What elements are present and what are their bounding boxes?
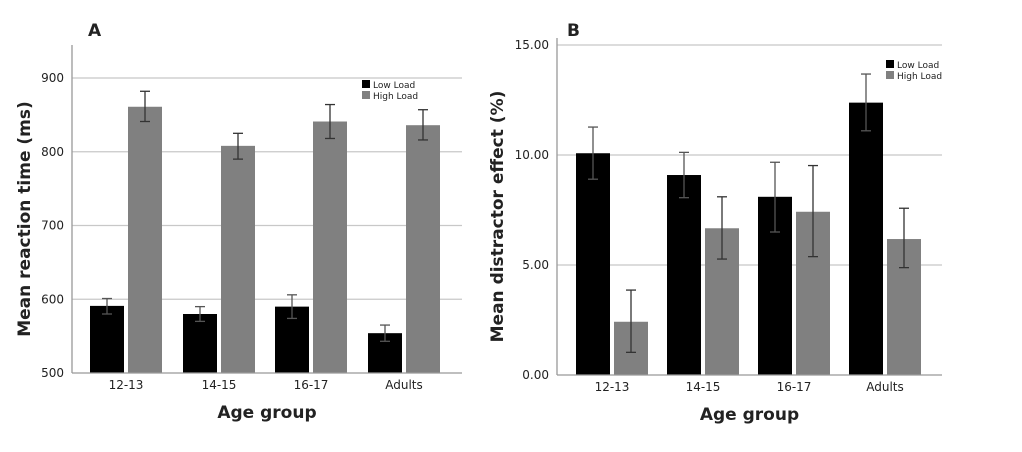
y-axis-title: Mean reaction time (ms) — [15, 101, 35, 337]
y-tick-label: 10.00 — [515, 148, 549, 162]
legend-label: Low Load — [373, 81, 415, 91]
legend-swatch — [362, 91, 370, 99]
legend-label: High Load — [897, 72, 942, 82]
y-tick-label: 500 — [41, 366, 64, 380]
bar-high-load-adults — [406, 125, 440, 373]
bar-high-load-12-13 — [128, 106, 162, 373]
x-tick-label: 12-13 — [109, 378, 144, 392]
x-tick-label: 14-15 — [202, 378, 237, 392]
y-tick-label: 700 — [41, 219, 64, 233]
x-axis-title: Age group — [700, 405, 799, 425]
panel-label: B — [567, 21, 580, 41]
panel-a: A 500 600 700 800 900 12-13 14-15 16-17 Adults Age… — [15, 21, 462, 423]
y-tick-label: 900 — [41, 71, 64, 85]
y-tick-label: 0.00 — [522, 368, 549, 382]
y-axis-title: Mean distractor effect (%) — [488, 91, 508, 343]
panel-b: B 0.00 5.00 10.00 15.00 12-13 14-15 16-17 Adults… — [488, 21, 942, 425]
x-tick-label: 12-13 — [595, 380, 630, 394]
x-axis-title: Age group — [217, 403, 316, 423]
legend-swatch — [886, 60, 894, 68]
y-tick-label: 600 — [41, 292, 64, 306]
bar-low-load-14-15 — [667, 175, 701, 375]
legend-label: High Load — [373, 92, 418, 102]
x-tick-label: 16-17 — [294, 378, 329, 392]
bar-high-load-14-15 — [221, 145, 255, 373]
x-tick-label: Adults — [866, 380, 904, 394]
bar-low-load-12-13 — [90, 305, 124, 373]
legend-swatch — [362, 80, 370, 88]
x-tick-label: Adults — [385, 378, 423, 392]
y-tick-label: 15.00 — [515, 38, 549, 52]
legend-swatch — [886, 71, 894, 79]
panel-label: A — [88, 21, 102, 41]
legend-label: Low Load — [897, 61, 939, 71]
bar-high-load-16-17 — [313, 121, 347, 373]
y-tick-label: 800 — [41, 145, 64, 159]
bar-low-load-14-15 — [183, 314, 217, 373]
y-tick-label: 5.00 — [522, 258, 549, 272]
x-tick-label: 16-17 — [777, 380, 812, 394]
x-tick-label: 14-15 — [686, 380, 721, 394]
bar-low-load-adults — [849, 102, 883, 375]
bar-low-load-12-13 — [576, 153, 610, 375]
